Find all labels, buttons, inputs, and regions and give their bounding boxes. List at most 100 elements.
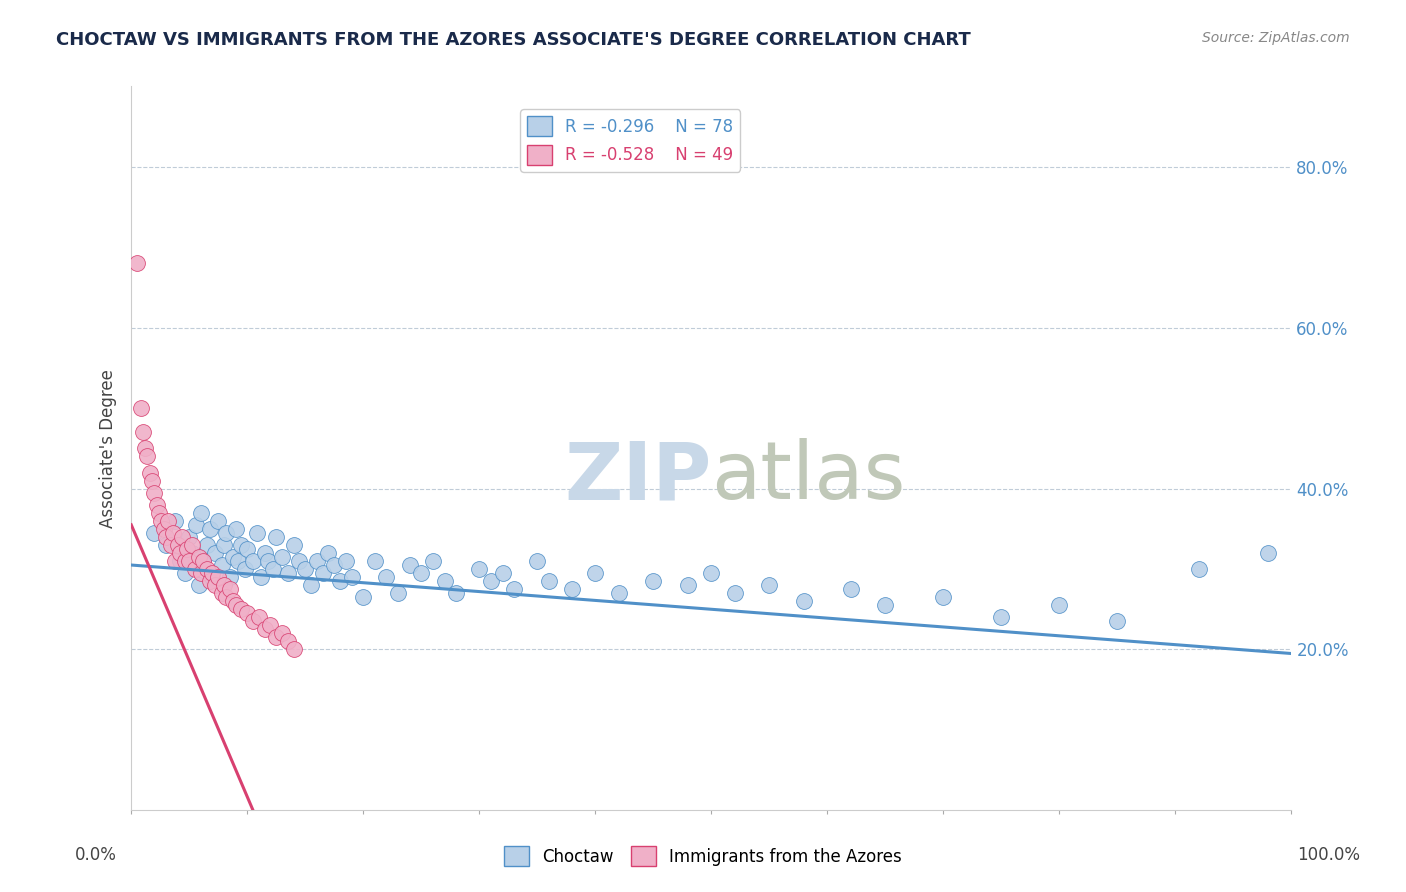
Point	[283, 642, 305, 657]
Point	[643, 574, 665, 588]
Point	[250, 570, 273, 584]
Point	[204, 546, 226, 560]
Point	[271, 549, 294, 564]
Point	[225, 599, 247, 613]
Point	[159, 538, 181, 552]
Point	[264, 530, 287, 544]
Legend: R = -0.296    N = 78, R = -0.528    N = 49: R = -0.296 N = 78, R = -0.528 N = 49	[520, 109, 740, 171]
Point	[537, 574, 560, 588]
Point	[990, 610, 1012, 624]
Point	[207, 514, 229, 528]
Y-axis label: Associate's Degree: Associate's Degree	[100, 369, 117, 528]
Point	[129, 401, 152, 416]
Point	[247, 610, 270, 624]
Point	[262, 562, 284, 576]
Point	[233, 562, 256, 576]
Point	[180, 538, 202, 552]
Point	[305, 554, 328, 568]
Point	[253, 546, 276, 560]
Point	[329, 574, 352, 588]
Text: 0.0%: 0.0%	[75, 846, 117, 863]
Point	[193, 554, 215, 568]
Point	[839, 582, 862, 596]
Point	[294, 562, 316, 576]
Point	[190, 566, 212, 580]
Point	[264, 631, 287, 645]
Point	[139, 466, 162, 480]
Point	[231, 538, 253, 552]
Point	[125, 256, 148, 270]
Point	[179, 530, 201, 544]
Legend: Choctaw, Immigrants from the Azores: Choctaw, Immigrants from the Azores	[498, 839, 908, 873]
Point	[1188, 562, 1211, 576]
Point	[375, 570, 398, 584]
Point	[173, 566, 195, 580]
Text: atlas: atlas	[711, 438, 905, 516]
Point	[204, 578, 226, 592]
Point	[277, 566, 299, 580]
Point	[259, 618, 281, 632]
Point	[1257, 546, 1279, 560]
Point	[422, 554, 444, 568]
Point	[526, 554, 548, 568]
Point	[583, 566, 606, 580]
Point	[146, 498, 169, 512]
Point	[218, 582, 240, 596]
Point	[207, 570, 229, 584]
Point	[271, 626, 294, 640]
Point	[136, 450, 159, 464]
Point	[387, 586, 409, 600]
Point	[173, 554, 195, 568]
Point	[364, 554, 387, 568]
Point	[169, 554, 191, 568]
Point	[141, 474, 163, 488]
Point	[157, 514, 180, 528]
Point	[288, 554, 311, 568]
Point	[875, 599, 897, 613]
Point	[155, 530, 177, 544]
Point	[134, 442, 156, 456]
Point	[318, 546, 340, 560]
Point	[193, 554, 215, 568]
Point	[245, 525, 267, 540]
Point	[187, 578, 209, 592]
Point	[176, 541, 198, 556]
Point	[218, 570, 240, 584]
Point	[242, 554, 264, 568]
Point	[793, 594, 815, 608]
Point	[723, 586, 745, 600]
Point	[479, 574, 502, 588]
Point	[162, 525, 184, 540]
Point	[561, 582, 583, 596]
Text: 100.0%: 100.0%	[1298, 846, 1360, 863]
Point	[226, 554, 249, 568]
Point	[211, 586, 233, 600]
Point	[215, 591, 238, 605]
Point	[132, 425, 155, 440]
Point	[503, 582, 526, 596]
Point	[169, 546, 191, 560]
Point	[190, 506, 212, 520]
Point	[1047, 599, 1070, 613]
Point	[180, 546, 202, 560]
Point	[444, 586, 467, 600]
Point	[186, 517, 208, 532]
Point	[195, 538, 218, 552]
Point	[195, 562, 218, 576]
Point	[172, 530, 194, 544]
Point	[299, 578, 322, 592]
Point	[676, 578, 699, 592]
Point	[155, 538, 177, 552]
Point	[184, 562, 207, 576]
Point	[468, 562, 491, 576]
Text: ZIP: ZIP	[564, 438, 711, 516]
Point	[150, 514, 173, 528]
Text: Source: ZipAtlas.com: Source: ZipAtlas.com	[1202, 31, 1350, 45]
Point	[257, 554, 280, 568]
Point	[253, 623, 276, 637]
Point	[165, 554, 187, 568]
Point	[277, 634, 299, 648]
Point	[335, 554, 357, 568]
Point	[236, 607, 259, 621]
Point	[398, 558, 420, 572]
